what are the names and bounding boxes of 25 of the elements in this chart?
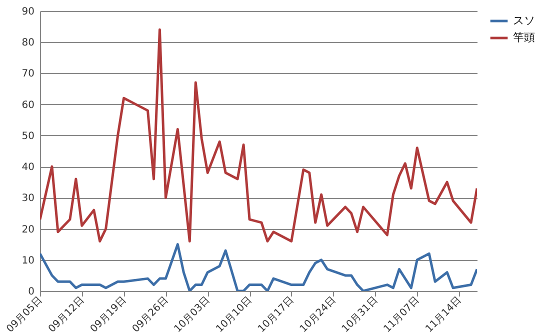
legend-label: スソ	[513, 14, 535, 27]
y-tick-label: 50	[22, 130, 34, 142]
y-tick-label: 40	[22, 162, 34, 174]
y-tick-label: 80	[22, 38, 34, 49]
x-tick-label: 09月19日	[88, 294, 129, 335]
y-tick-label: 10	[22, 255, 34, 266]
line-series	[40, 243, 477, 291]
y-tick-label: 90	[22, 6, 34, 18]
x-tick-label: 09月05日	[4, 294, 45, 335]
x-tick-label: 10月17日	[256, 294, 296, 335]
x-tick-label: 10月10日	[214, 294, 254, 335]
line-series	[40, 28, 477, 242]
x-tick-label: 10月24日	[298, 294, 338, 335]
x-tick-label: 10月03日	[172, 294, 212, 335]
x-tick-label: 09月26日	[130, 294, 170, 335]
x-tick-label: 11月07日	[382, 294, 422, 335]
x-tick-label: 09月12日	[46, 294, 87, 335]
x-tick-label: 11月14日	[424, 294, 464, 335]
y-tick-label: 0	[28, 286, 34, 298]
y-tick-label: 70	[22, 68, 34, 80]
y-tick-label: 60	[22, 100, 34, 111]
legend-label: 竿頭	[513, 31, 535, 44]
x-tick-label: 10月31日	[340, 294, 380, 335]
y-tick-label: 30	[22, 193, 34, 204]
y-tick-label: 20	[22, 224, 34, 236]
